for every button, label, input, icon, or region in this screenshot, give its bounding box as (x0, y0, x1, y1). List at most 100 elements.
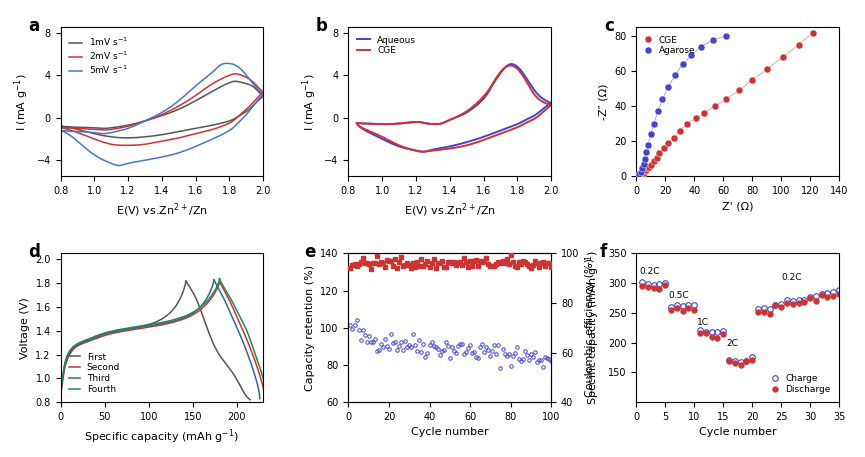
Text: e: e (304, 243, 315, 261)
Y-axis label: -Z″ (Ω): -Z″ (Ω) (599, 84, 609, 120)
First (173, 300, 183, 306)
2mV s$^{-1}$ (93, 138, 104, 143)
CGE (352, 120, 362, 126)
Discharge (701, 330, 711, 336)
CGE (663, 140, 673, 146)
CGE (636, 172, 646, 177)
Agarose (641, 149, 651, 154)
Discharge (689, 308, 700, 313)
Fourth (243, 331, 253, 337)
Third (235, 332, 246, 338)
Charge (747, 355, 758, 360)
CGE (641, 167, 651, 173)
Fourth (203, 297, 214, 303)
CGE (505, 63, 516, 68)
Charge (805, 294, 816, 299)
Discharge (666, 307, 676, 313)
Text: 0.2C: 0.2C (781, 273, 802, 282)
Agarose (721, 33, 731, 39)
CGE (632, 173, 643, 179)
Line: First: First (61, 281, 250, 400)
Text: f: f (599, 243, 607, 261)
CGE (669, 135, 679, 140)
5mV s$^{-1}$ (55, 128, 66, 133)
Third (201, 297, 211, 302)
Charge (817, 291, 827, 297)
Aqueous (352, 120, 362, 126)
CGE (643, 165, 653, 171)
Charge (683, 303, 694, 308)
Charge (765, 306, 775, 312)
CGE (645, 162, 656, 168)
Discharge (828, 293, 838, 299)
Line: CGE: CGE (634, 29, 817, 179)
Legend: 1mV s$^{-1}$, 2mV s$^{-1}$, 5mV s$^{-1}$: 1mV s$^{-1}$, 2mV s$^{-1}$, 5mV s$^{-1}$ (65, 32, 132, 80)
Charge (724, 357, 734, 363)
Second (260, 397, 270, 403)
CGE (418, 149, 428, 154)
Charge (776, 301, 786, 307)
Discharge (683, 305, 694, 311)
CGE (793, 42, 804, 48)
Discharge (677, 308, 688, 314)
2mV s$^{-1}$ (86, 127, 97, 132)
Aqueous (507, 61, 517, 67)
2mV s$^{-1}$ (55, 124, 66, 130)
Discharge (776, 304, 786, 310)
Fourth (213, 281, 223, 287)
Discharge (654, 287, 664, 292)
Charge (660, 281, 670, 286)
Fourth (215, 276, 225, 281)
Discharge (671, 306, 682, 311)
Agarose (638, 161, 649, 167)
CGE (808, 30, 818, 35)
Y-axis label: Specific capacity (mAh g$^{-1}$): Specific capacity (mAh g$^{-1}$) (584, 250, 602, 405)
Agarose (677, 61, 688, 67)
Charge (729, 359, 740, 364)
Agarose (636, 169, 646, 175)
Charge (666, 304, 676, 309)
2mV s$^{-1}$ (119, 143, 130, 148)
Text: 0.2C: 0.2C (639, 267, 660, 276)
X-axis label: Z' (Ω): Z' (Ω) (722, 202, 753, 212)
Charge (823, 290, 833, 295)
CGE (690, 116, 701, 121)
Agarose (670, 72, 681, 77)
1mV s$^{-1}$ (55, 123, 66, 129)
Line: Aqueous: Aqueous (357, 64, 553, 152)
Charge (770, 302, 780, 308)
Discharge (770, 303, 780, 308)
Agarose (632, 173, 643, 179)
Text: a: a (29, 17, 39, 35)
Charge (828, 289, 838, 295)
Agarose (653, 109, 663, 114)
Agarose (657, 96, 668, 102)
Discharge (729, 360, 740, 366)
Discharge (747, 357, 758, 363)
Agarose (686, 53, 696, 58)
Fourth (55, 388, 66, 393)
Discharge (724, 359, 734, 364)
Discharge (695, 330, 705, 335)
Discharge (765, 311, 775, 317)
Fourth (261, 389, 272, 395)
5mV s$^{-1}$ (77, 143, 87, 148)
Line: 1mV s$^{-1}$: 1mV s$^{-1}$ (61, 81, 265, 138)
Agarose (696, 44, 707, 49)
Second (213, 283, 223, 289)
1mV s$^{-1}$ (230, 79, 240, 84)
CGE (651, 155, 662, 160)
X-axis label: E(V) vs.Zn$^{2+}$/Zn: E(V) vs.Zn$^{2+}$/Zn (116, 202, 208, 219)
X-axis label: Cycle number: Cycle number (411, 427, 489, 437)
CGE (352, 120, 362, 126)
Legend: CGE, Agarose: CGE, Agarose (641, 32, 699, 59)
2mV s$^{-1}$ (133, 121, 144, 126)
Third (55, 390, 66, 395)
Line: Discharge: Discharge (639, 283, 842, 368)
CGE (747, 77, 758, 83)
Discharge (649, 286, 659, 291)
CGE (366, 129, 376, 135)
Line: CGE: CGE (357, 65, 553, 152)
Charge (712, 329, 722, 335)
Charge (759, 305, 769, 311)
